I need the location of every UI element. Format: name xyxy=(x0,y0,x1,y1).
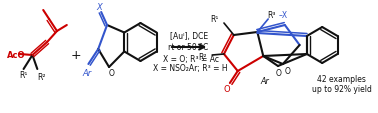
Text: Ar: Ar xyxy=(83,69,92,78)
Text: R²: R² xyxy=(198,52,206,61)
Text: AcO: AcO xyxy=(7,50,25,59)
Text: rt or 50 °C: rt or 50 °C xyxy=(169,42,209,51)
Text: R³: R³ xyxy=(267,10,276,19)
Text: O: O xyxy=(224,85,230,94)
Text: Ar: Ar xyxy=(261,77,270,86)
Text: R²: R² xyxy=(37,72,46,81)
Text: O: O xyxy=(276,68,282,77)
Text: X: X xyxy=(96,2,102,11)
Text: X = NSO₂Ar; R³ = H: X = NSO₂Ar; R³ = H xyxy=(153,64,228,73)
Text: R¹: R¹ xyxy=(211,14,219,23)
Text: X = O; R³ = Ac: X = O; R³ = Ac xyxy=(163,54,218,63)
Text: +: + xyxy=(70,48,81,61)
Text: O: O xyxy=(109,68,115,77)
Text: 42 examples: 42 examples xyxy=(318,74,366,83)
Text: up to 92% yield: up to 92% yield xyxy=(312,85,372,94)
Text: –X: –X xyxy=(279,10,288,19)
Text: [Auᴵ], DCE: [Auᴵ], DCE xyxy=(170,31,208,40)
Text: R¹: R¹ xyxy=(20,71,28,80)
Text: O: O xyxy=(285,66,291,75)
